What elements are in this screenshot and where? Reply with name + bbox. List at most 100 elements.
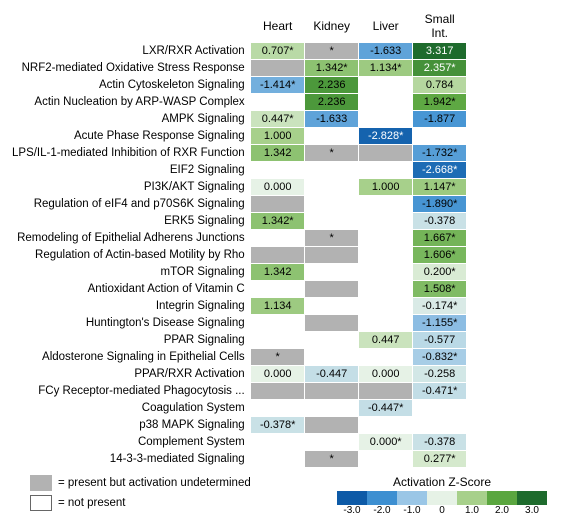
heatmap-cell: 0.707* [251,42,305,59]
heatmap-cell [251,280,305,297]
row-label: ERK5 Signaling [10,212,251,229]
scale-tick: -3.0 [337,505,367,516]
heatmap-cell [251,399,305,416]
scale-tick: 3.0 [517,505,547,516]
heatmap-row: LXR/RXR Activation0.707**-1.6333.317 [10,42,467,59]
heatmap-cell: 1.342 [251,263,305,280]
heatmap-cell [305,280,359,297]
swatch-undetermined [30,475,52,491]
heatmap-cell: 2.236 [305,93,359,110]
heatmap-cell [305,161,359,178]
column-header-row: HeartKidneyLiverSmall Int. [10,10,467,42]
scale-tick: 1.0 [457,505,487,516]
heatmap-row: Coagulation System-0.447* [10,399,467,416]
heatmap-cell [359,93,413,110]
heatmap-cell: 1.134* [359,59,413,76]
legend-left: = present but activation undetermined = … [10,475,251,515]
heatmap-cell [251,195,305,212]
heatmap-cell: 1.606* [413,246,467,263]
heatmap-cell [359,212,413,229]
row-label: LPS/IL-1-mediated Inhibition of RXR Func… [10,144,251,161]
heatmap-cell: -0.577 [413,331,467,348]
heatmap-cell: * [305,229,359,246]
heatmap-cell [305,314,359,331]
heatmap-row: Actin Cytoskeleton Signaling-1.414*2.236… [10,76,467,93]
row-label: EIF2 Signaling [10,161,251,178]
heatmap-row: Acute Phase Response Signaling1.000-2.82… [10,127,467,144]
row-label: Remodeling of Epithelial Adherens Juncti… [10,229,251,246]
heatmap-cell: 1.134 [251,297,305,314]
heatmap-cell: -0.832* [413,348,467,365]
scale-segment [457,491,487,505]
row-label: Complement System [10,433,251,450]
heatmap-cell: 0.000* [359,433,413,450]
row-label: Regulation of eIF4 and p70S6K Signaling [10,195,251,212]
heatmap-cell: 1.342 [251,144,305,161]
row-label: p38 MAPK Signaling [10,416,251,433]
heatmap-row: Regulation of Actin-based Motility by Rh… [10,246,467,263]
heatmap-cell [305,212,359,229]
heatmap-cell [359,161,413,178]
row-label: 14-3-3-mediated Signaling [10,450,251,467]
legend-area: = present but activation undetermined = … [10,475,557,516]
heatmap-row: LPS/IL-1-mediated Inhibition of RXR Func… [10,144,467,161]
heatmap-cell [305,178,359,195]
heatmap-row: Aldosterone Signaling in Epithelial Cell… [10,348,467,365]
heatmap-cell: -1.877 [413,110,467,127]
scale-segment [427,491,457,505]
heatmap-cell [251,314,305,331]
legend-scale-title: Activation Z-Score [337,475,547,489]
heatmap-cell: * [251,348,305,365]
heatmap-cell: * [305,42,359,59]
heatmap-cell [359,314,413,331]
heatmap-row: FCy Receptor-mediated Phagocytosis ...-0… [10,382,467,399]
heatmap-row: Integrin Signaling1.134-0.174* [10,297,467,314]
zscore-heatmap: HeartKidneyLiverSmall Int. LXR/RXR Activ… [10,10,467,467]
heatmap-cell [305,195,359,212]
heatmap-cell: -1.633 [305,110,359,127]
heatmap-cell: 0.200* [413,263,467,280]
heatmap-cell: -0.447 [305,365,359,382]
heatmap-cell [251,382,305,399]
heatmap-cell: 1.342* [251,212,305,229]
heatmap-cell [305,331,359,348]
legend-scale: Activation Z-Score -3.0-2.0-1.001.02.03.… [337,475,557,516]
heatmap-cell: 0.000 [359,365,413,382]
heatmap-cell: * [305,450,359,467]
heatmap-row: Huntington's Disease Signaling-1.155* [10,314,467,331]
swatch-notpresent [30,495,52,511]
heatmap-cell [305,246,359,263]
heatmap-cell: -0.378* [251,416,305,433]
heatmap-row: EIF2 Signaling -2.668* [10,161,467,178]
heatmap-cell [413,399,467,416]
row-label: Antioxidant Action of Vitamin C [10,280,251,297]
column-header: Heart [251,10,305,42]
heatmap-cell [359,76,413,93]
heatmap-cell: -2.668* [413,161,467,178]
scale-tick: 2.0 [487,505,517,516]
heatmap-cell [359,416,413,433]
heatmap-cell: -1.414* [251,76,305,93]
row-label: PPAR/RXR Activation [10,365,251,382]
heatmap-cell: 1.667* [413,229,467,246]
heatmap-cell [251,433,305,450]
heatmap-cell: -0.447* [359,399,413,416]
legend-undetermined-label: = present but activation undetermined [58,477,251,489]
heatmap-cell [359,297,413,314]
row-label: FCy Receptor-mediated Phagocytosis ... [10,382,251,399]
row-label: Aldosterone Signaling in Epithelial Cell… [10,348,251,365]
heatmap-cell: 2.357* [413,59,467,76]
heatmap-cell [359,382,413,399]
heatmap-cell: 1.342* [305,59,359,76]
heatmap-cell [305,416,359,433]
heatmap-cell: -1.890* [413,195,467,212]
heatmap-cell: 3.317 [413,42,467,59]
heatmap-cell [251,229,305,246]
scale-bar [337,491,547,505]
heatmap-cell [359,280,413,297]
heatmap-cell [305,127,359,144]
row-label: Regulation of Actin-based Motility by Rh… [10,246,251,263]
heatmap-cell: -1.732* [413,144,467,161]
heatmap-row: NRF2-mediated Oxidative Stress Response1… [10,59,467,76]
heatmap-cell [251,246,305,263]
